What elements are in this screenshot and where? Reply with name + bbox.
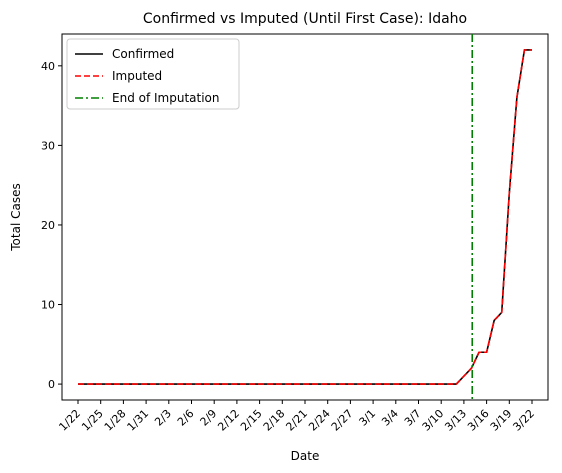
x-tick-label: 2/3: [152, 407, 174, 429]
x-tick-label: 3/1: [357, 407, 379, 429]
legend: Confirmed Imputed End of Imputation: [66, 38, 240, 110]
x-tick-label: 2/18: [261, 407, 288, 434]
x-tick-label: 1/25: [79, 407, 106, 434]
legend-label: Imputed: [112, 69, 162, 83]
legend-label: End of Imputation: [112, 91, 220, 105]
x-tick-label: 3/16: [465, 407, 492, 434]
series-line-imputed: [78, 49, 532, 385]
x-tick-label: 2/27: [329, 407, 356, 434]
legend-label: Confirmed: [112, 47, 174, 61]
x-tick-label: 3/22: [510, 407, 537, 434]
chart-title: Confirmed vs Imputed (Until First Case):…: [143, 11, 467, 27]
y-axis-label: Total Cases: [9, 183, 23, 251]
y-tick-label: 30: [41, 139, 55, 152]
y-tick-label: 10: [41, 299, 55, 312]
legend-box: [66, 38, 240, 110]
x-tick-label: 1/31: [125, 407, 152, 434]
y-tick-label: 20: [41, 219, 55, 232]
x-tick-label: 2/21: [283, 407, 310, 434]
x-tick-label: 1/22: [56, 407, 83, 434]
x-tick-label: 1/28: [102, 407, 129, 434]
x-tick-label: 3/4: [379, 407, 401, 429]
x-tick-label: 2/15: [238, 407, 265, 434]
x-tick-label: 3/13: [442, 407, 469, 434]
x-axis: 1/221/251/281/31 2/3 2/6 2/92/122/152/182/2…: [56, 400, 537, 434]
x-axis-label: Date: [291, 449, 320, 463]
y-tick-label: 0: [48, 378, 55, 391]
x-tick-label: 2/24: [306, 407, 333, 434]
y-tick-label: 40: [41, 60, 55, 73]
y-axis: 0 10 20 30 40: [41, 60, 62, 391]
x-tick-label: 2/12: [215, 407, 242, 434]
x-tick-label: 2/6: [175, 407, 197, 429]
x-tick-label: 3/10: [420, 407, 447, 434]
x-tick-label: 3/19: [488, 407, 515, 434]
